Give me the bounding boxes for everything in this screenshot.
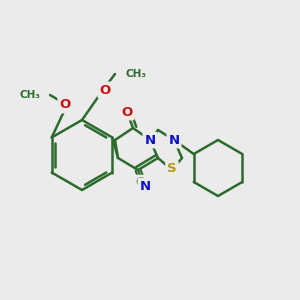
Text: O: O <box>59 98 70 112</box>
Text: CH₃: CH₃ <box>19 90 40 100</box>
Text: N: N <box>140 179 151 193</box>
Text: C: C <box>135 176 144 190</box>
Text: N: N <box>144 134 156 146</box>
Text: S: S <box>167 163 177 176</box>
Text: CH₃: CH₃ <box>125 69 146 79</box>
Text: N: N <box>168 134 180 146</box>
Text: O: O <box>122 106 133 118</box>
Text: O: O <box>99 83 111 97</box>
